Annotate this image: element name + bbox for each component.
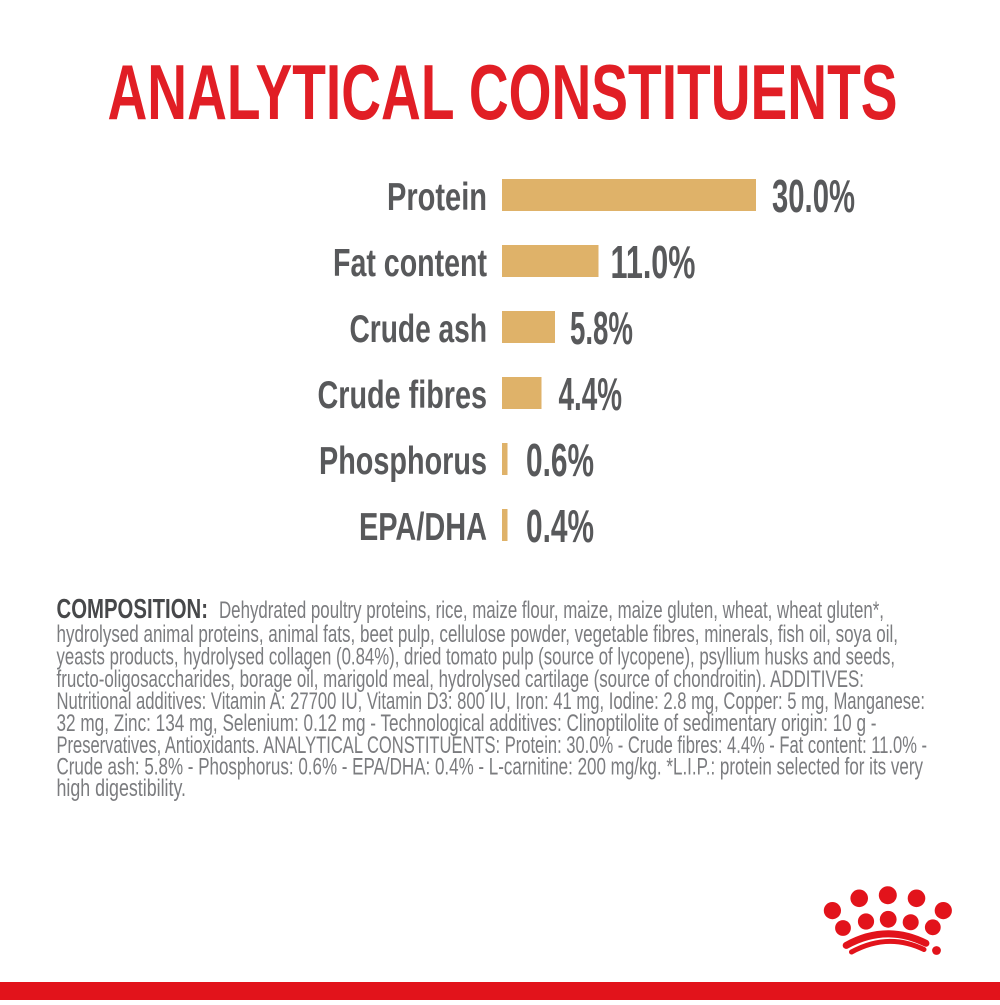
svg-text:Phosphorus: Phosphorus [319, 440, 487, 483]
svg-text:11.0%: 11.0% [611, 236, 696, 288]
svg-text:fructo-oligosaccharides, borag: fructo-oligosaccharides, borage oil, mar… [57, 666, 865, 693]
svg-text:Crude ash: 5.8% - Phosphorus:: Crude ash: 5.8% - Phosphorus: 0.6% - EPA… [57, 754, 924, 781]
svg-text:Crude fibres: Crude fibres [318, 374, 488, 417]
svg-text:0.4%: 0.4% [526, 500, 594, 552]
svg-text:high digestibility.: high digestibility. [57, 775, 187, 802]
svg-text:Protein: Protein [387, 176, 487, 219]
svg-text:COMPOSITION:: COMPOSITION: [57, 593, 209, 624]
svg-text:30.0%: 30.0% [772, 170, 855, 222]
svg-text:Nutritional additives: Vitamin: Nutritional additives: Vitamin A: 27700 … [57, 688, 926, 715]
svg-text:EPA/DHA: EPA/DHA [359, 506, 487, 549]
svg-text:4.4%: 4.4% [559, 368, 623, 420]
svg-text:Crude ash: Crude ash [350, 308, 488, 351]
svg-text:0.6%: 0.6% [526, 434, 594, 486]
svg-text:ANALYTICAL CONSTITUENTS: ANALYTICAL CONSTITUENTS [108, 48, 898, 136]
svg-text:Fat content: Fat content [333, 242, 487, 285]
svg-text:Preservatives, Antioxidants. A: Preservatives, Antioxidants. ANALYTICAL … [57, 732, 928, 759]
svg-text:Dehydrated poultry proteins, r: Dehydrated poultry proteins, rice, maize… [219, 597, 884, 624]
svg-text:32 mg, Zinc: 134 mg, Selenium:: 32 mg, Zinc: 134 mg, Selenium: 0.12 mg -… [57, 710, 877, 737]
svg-text:5.8%: 5.8% [570, 302, 633, 354]
svg-text:hydrolysed animal proteins, an: hydrolysed animal proteins, animal fats,… [57, 621, 899, 648]
svg-text:yeasts products, hydrolysed co: yeasts products, hydrolysed collagen (0.… [57, 644, 896, 671]
